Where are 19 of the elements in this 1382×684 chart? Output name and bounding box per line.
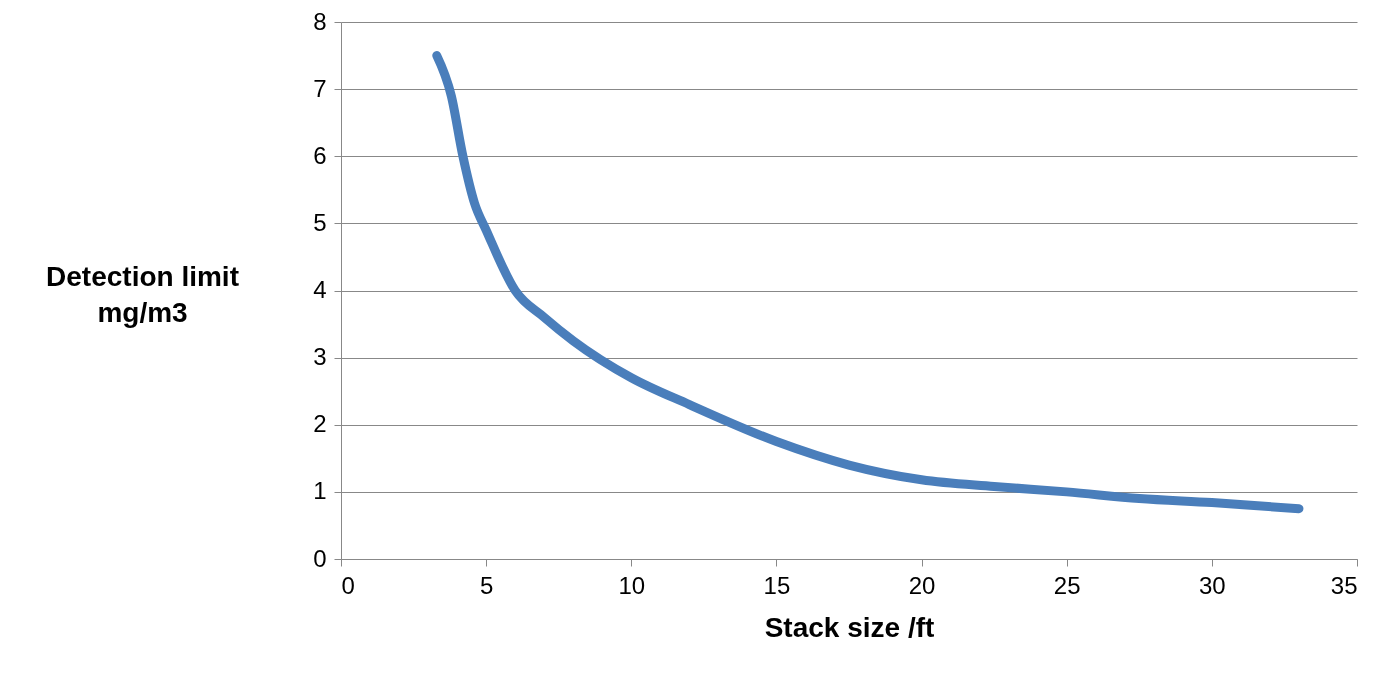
y-tick-label: 3 bbox=[313, 343, 327, 371]
y-tick-label: 6 bbox=[313, 141, 327, 169]
x-tick-label: 15 bbox=[763, 571, 791, 599]
x-tick-label: 5 bbox=[479, 571, 494, 599]
y-tick-label: 4 bbox=[313, 276, 327, 303]
x-tick-label: 30 bbox=[1199, 571, 1226, 599]
y-tick-label: 0 bbox=[313, 544, 327, 572]
y-axis-title: Detection limit mg/m3 bbox=[46, 260, 239, 328]
x-tick-label: 25 bbox=[1053, 571, 1081, 599]
x-tick-label: 0 bbox=[341, 571, 355, 599]
y-tick-label: 7 bbox=[313, 74, 327, 102]
y-tick-label: 8 bbox=[313, 7, 327, 35]
x-tick-label: 20 bbox=[908, 571, 936, 599]
y-tick-label: 1 bbox=[313, 477, 327, 505]
x-tick-label: 10 bbox=[618, 571, 646, 599]
y-tick-label: 5 bbox=[313, 208, 327, 236]
x-tick-label: 35 bbox=[1330, 571, 1358, 599]
y-tick-label: 2 bbox=[313, 410, 327, 438]
x-axis-title: Stack size /ft bbox=[764, 611, 935, 643]
